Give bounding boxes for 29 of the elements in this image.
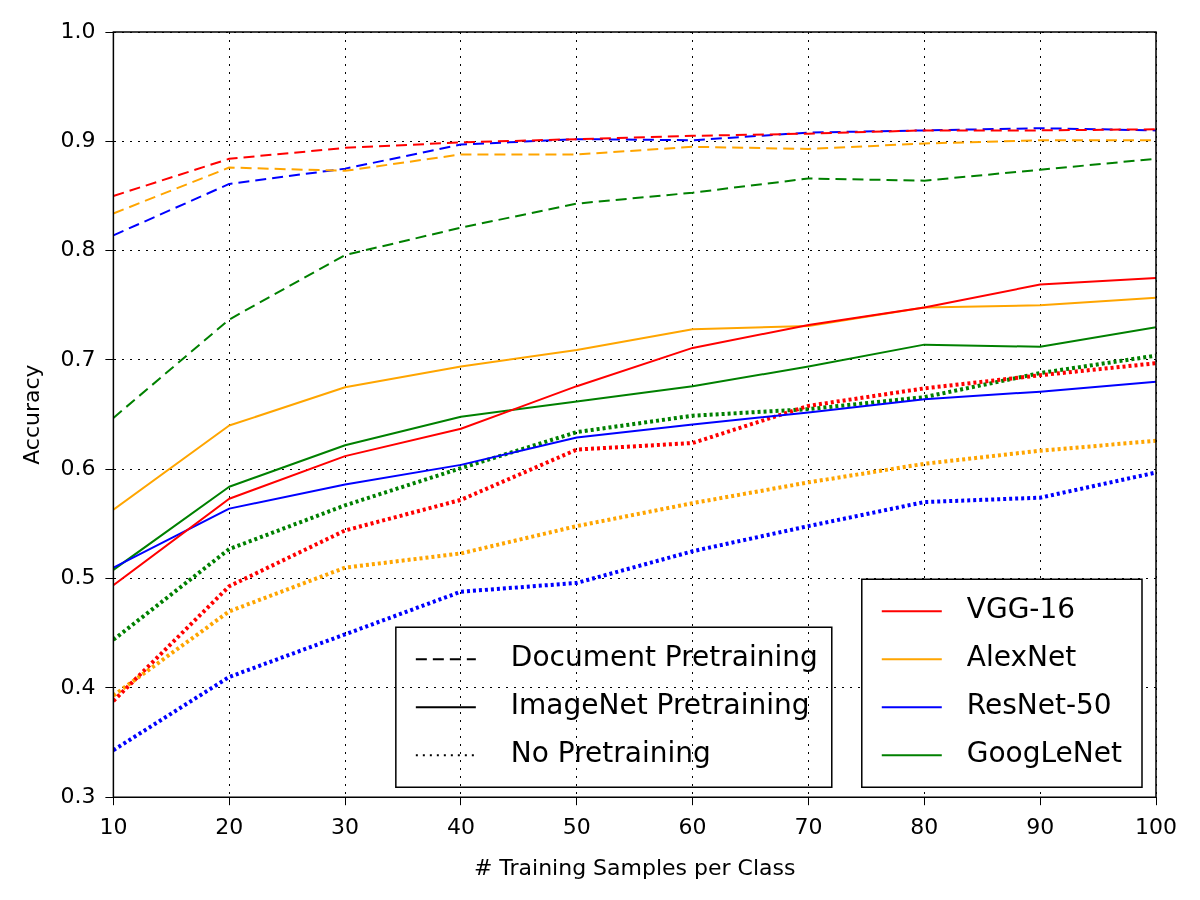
y-tick-label: 0.3 <box>60 782 96 808</box>
y-tick-label: 0.7 <box>60 345 96 371</box>
annotation: No Pretraining <box>510 736 711 770</box>
y-tick-label: 0.9 <box>60 127 96 153</box>
y-tick-label: 1.0 <box>60 17 96 43</box>
x-tick-label: 40 <box>446 814 475 840</box>
legend-label: VGG-16 <box>966 592 1076 626</box>
y-tick-label: 0.8 <box>60 236 96 262</box>
x-tick-label: 20 <box>215 814 244 840</box>
legend-label: GoogLeNet <box>966 736 1123 770</box>
y-tick-label: 0.5 <box>60 564 96 590</box>
x-tick-label: 70 <box>794 814 823 840</box>
legend-label: ResNet-50 <box>966 688 1112 722</box>
x-tick-label: 90 <box>1026 814 1055 840</box>
annotation: Document Pretraining <box>510 640 818 674</box>
x-tick-label: 50 <box>562 814 591 840</box>
x-tick-label: 30 <box>331 814 360 840</box>
line-series <box>113 128 1156 197</box>
x-tick-label: 80 <box>910 814 939 840</box>
line-series <box>113 127 1156 237</box>
y-tick-label: 0.6 <box>60 454 96 480</box>
x-tick-label: 60 <box>678 814 707 840</box>
annotation: ImageNet Pretraining <box>510 688 810 722</box>
x-tick-label: 100 <box>1135 814 1177 840</box>
x-axis-title: # Training Samples per Class <box>473 854 796 880</box>
y-tick-label: 0.4 <box>60 673 96 699</box>
y-axis-title: Accuracy <box>18 364 44 465</box>
x-tick-label: 10 <box>99 814 128 840</box>
legend-label: AlexNet <box>966 640 1077 674</box>
